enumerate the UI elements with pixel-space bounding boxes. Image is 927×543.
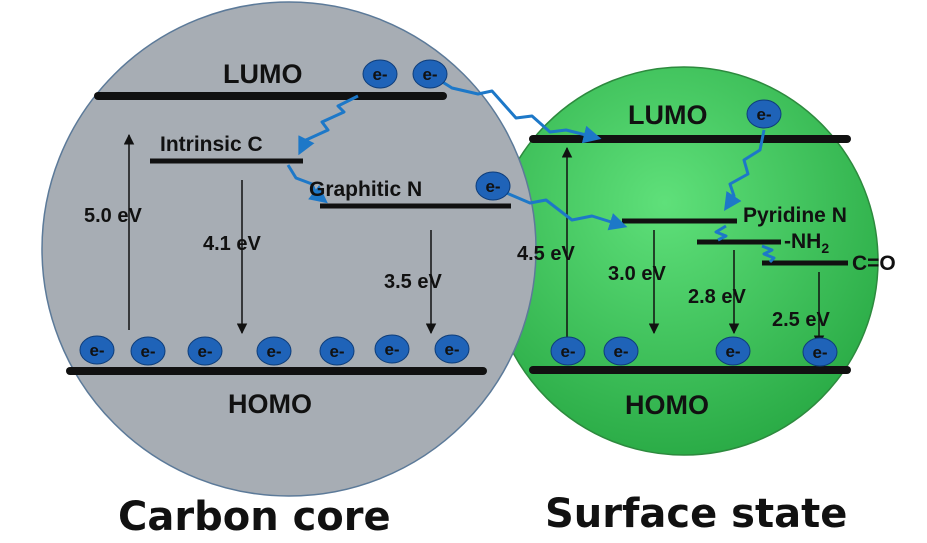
nh2-label-main: -NH: [784, 230, 821, 253]
co-label: C=O: [852, 252, 896, 275]
surface-gap-label-4: 2.5 eV: [772, 309, 830, 331]
core-homo-label: HOMO: [228, 389, 312, 419]
electron-label-10: e-: [444, 340, 459, 359]
electron-label-14: e-: [812, 343, 827, 362]
electron-label-13: e-: [725, 342, 740, 361]
electron-label-4: e-: [89, 341, 104, 360]
core-gap-label-3: 3.5 eV: [384, 271, 442, 293]
electron-label-6: e-: [197, 342, 212, 361]
intrinsic-c-label: Intrinsic C: [160, 133, 263, 156]
electron-label-2: e-: [485, 177, 500, 196]
graphitic-n-label: Graphitic N: [309, 178, 422, 201]
electron-label-1: e-: [422, 65, 437, 84]
nh2-label-subscript: 2: [821, 240, 829, 256]
electron-label-9: e-: [384, 340, 399, 359]
electron-label-0: e-: [372, 65, 387, 84]
electron-label-3: e-: [756, 105, 771, 124]
surface-gap-label-3: 2.8 eV: [688, 286, 746, 308]
electron-label-11: e-: [560, 342, 575, 361]
carbon-core-caption: Carbon core: [118, 494, 391, 540]
core-gap-label-1: 5.0 eV: [84, 205, 142, 227]
electron-label-12: e-: [613, 342, 628, 361]
pyridine-n-label: Pyridine N: [743, 204, 847, 227]
surface-lumo-label: LUMO: [628, 100, 707, 130]
electron-label-8: e-: [329, 342, 344, 361]
electron-label-5: e-: [140, 342, 155, 361]
core-lumo-label: LUMO: [223, 59, 302, 89]
surface-gap-label-1: 4.5 eV: [517, 243, 575, 265]
core-gap-label-2: 4.1 eV: [203, 233, 261, 255]
surface-gap-label-2: 3.0 eV: [608, 263, 666, 285]
surface-homo-label: HOMO: [625, 390, 709, 420]
electron-label-7: e-: [266, 342, 281, 361]
surface-state-caption: Surface state: [545, 491, 847, 537]
